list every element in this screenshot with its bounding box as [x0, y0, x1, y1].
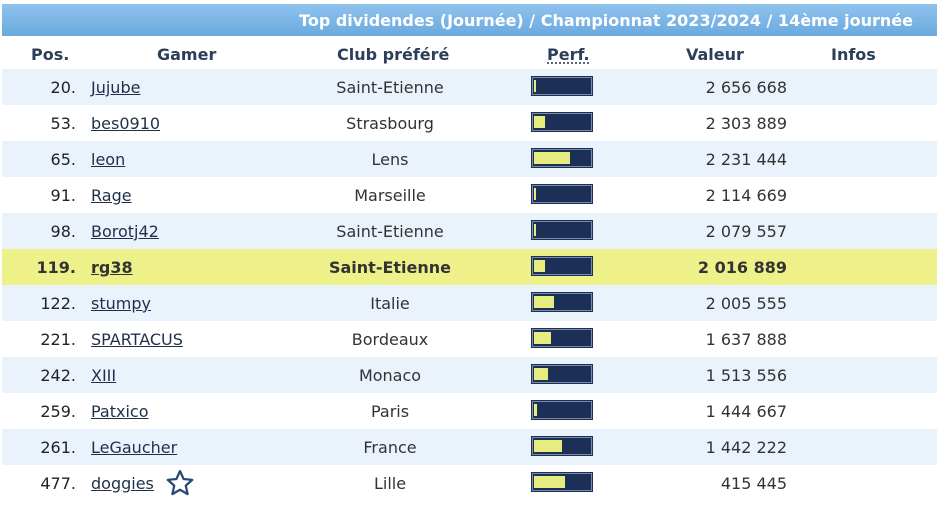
gamer-link[interactable]: Jujube	[91, 78, 141, 97]
gamer-link[interactable]: rg38	[91, 258, 133, 277]
gamer-link[interactable]: stumpy	[91, 294, 151, 313]
table-row: 477. doggies Lille 415 445	[2, 465, 937, 505]
performance-bar	[532, 365, 592, 383]
performance-bar-fill	[534, 476, 565, 488]
header-gamer: Gamer	[157, 45, 217, 64]
gamer-link[interactable]: Patxico	[91, 402, 149, 421]
row-position: 65.	[50, 150, 76, 169]
gamer-link[interactable]: LeGaucher	[91, 438, 178, 457]
club-name: Bordeaux	[351, 330, 429, 349]
table-row: 259. Patxico Paris 1 444 667	[2, 393, 937, 429]
row-value: 2 079 557	[705, 222, 787, 241]
table-row: 221. SPARTACUS Bordeaux 1 637 888	[2, 321, 937, 357]
header-pos: Pos.	[31, 45, 70, 64]
performance-bar-fill	[534, 332, 551, 344]
table-row: 122. stumpy Italie 2 005 555	[2, 285, 937, 321]
table-row: 91. Rage Marseille 2 114 669	[2, 177, 937, 213]
table-row: 65. leon Lens 2 231 444	[2, 141, 937, 177]
row-value: 2 303 889	[705, 114, 787, 133]
row-position: 53.	[50, 114, 76, 133]
table-header: Pos. Gamer Club préféré Perf. Valeur Inf…	[2, 38, 937, 68]
performance-bar	[532, 257, 592, 275]
table-row: 98. Borotj42 Saint-Etienne 2 079 557	[2, 213, 937, 249]
performance-bar-fill	[534, 152, 570, 164]
performance-bar	[532, 77, 592, 95]
header-value: Valeur	[686, 45, 744, 64]
row-position: 259.	[40, 402, 76, 421]
row-value: 2 114 669	[705, 186, 787, 205]
performance-bar-fill	[534, 440, 562, 452]
gamer-link[interactable]: Borotj42	[91, 222, 159, 241]
header-club: Club préféré	[337, 45, 450, 64]
row-value: 2 656 668	[705, 78, 787, 97]
performance-bar-fill	[534, 224, 536, 236]
club-name: France	[363, 438, 417, 457]
row-value: 1 444 667	[705, 402, 787, 421]
club-name: Saint-Etienne	[328, 258, 452, 277]
club-name: Monaco	[358, 366, 422, 385]
row-position: 221.	[40, 330, 76, 349]
row-position: 242.	[40, 366, 76, 385]
gamer-link[interactable]: XIII	[91, 366, 117, 385]
row-position: 91.	[50, 186, 76, 205]
performance-bar-fill	[534, 116, 545, 128]
performance-bar	[532, 113, 592, 131]
table-title-banner: Top dividendes (Journée) / Championnat 2…	[2, 4, 937, 36]
club-name: Lens	[371, 150, 409, 169]
row-position: 119.	[36, 258, 76, 277]
row-value: 2 005 555	[705, 294, 787, 313]
row-value: 1 442 222	[705, 438, 787, 457]
row-value: 2 231 444	[705, 150, 787, 169]
performance-bar	[532, 437, 592, 455]
performance-bar-fill	[534, 80, 536, 92]
ranking-table: 20. Jujube Saint-Etienne 2 656 668 53. bes091…	[2, 69, 937, 505]
club-name: Saint-Etienne	[336, 222, 444, 241]
club-name: Saint-Etienne	[336, 78, 444, 97]
club-name: Lille	[373, 474, 407, 493]
club-name: Italie	[370, 294, 410, 313]
performance-bar	[532, 185, 592, 203]
performance-bar-fill	[534, 188, 536, 200]
club-name: Strasbourg	[346, 114, 434, 133]
performance-bar	[532, 149, 592, 167]
table-row: 20. Jujube Saint-Etienne 2 656 668	[2, 69, 937, 105]
gamer-link[interactable]: leon	[91, 150, 126, 169]
gamer-link[interactable]: doggies	[91, 474, 154, 493]
row-value: 1 513 556	[705, 366, 787, 385]
club-name: Paris	[370, 402, 410, 421]
table-row: 53. bes0910 Strasbourg 2 303 889	[2, 105, 937, 141]
table-row: 242. XIII Monaco 1 513 556	[2, 357, 937, 393]
performance-bar	[532, 293, 592, 311]
performance-bar-fill	[534, 296, 554, 308]
performance-bar	[532, 329, 592, 347]
performance-bar	[532, 473, 592, 491]
table-row: 119. rg38 Saint-Etienne 2 016 889	[2, 249, 937, 285]
row-value: 1 637 888	[705, 330, 787, 349]
row-position: 261.	[40, 438, 76, 457]
row-position: 98.	[50, 222, 76, 241]
row-position: 20.	[50, 78, 76, 97]
header-infos: Infos	[831, 45, 876, 64]
row-position: 477.	[40, 474, 76, 493]
gamer-link[interactable]: bes0910	[91, 114, 161, 133]
performance-bar-fill	[534, 404, 537, 416]
table-row: 261. LeGaucher France 1 442 222	[2, 429, 937, 465]
gamer-link[interactable]: SPARTACUS	[91, 330, 183, 349]
row-position: 122.	[40, 294, 76, 313]
performance-bar	[532, 221, 592, 239]
performance-bar-fill	[534, 368, 548, 380]
star-icon[interactable]	[165, 468, 195, 498]
row-value: 2 016 889	[697, 258, 787, 277]
table-title: Top dividendes (Journée) / Championnat 2…	[299, 10, 913, 30]
performance-bar	[532, 401, 592, 419]
header-perf[interactable]: Perf.	[547, 45, 590, 64]
gamer-link[interactable]: Rage	[91, 186, 132, 205]
club-name: Marseille	[354, 186, 426, 205]
row-value: 415 445	[720, 474, 787, 493]
performance-bar-fill	[534, 260, 545, 272]
